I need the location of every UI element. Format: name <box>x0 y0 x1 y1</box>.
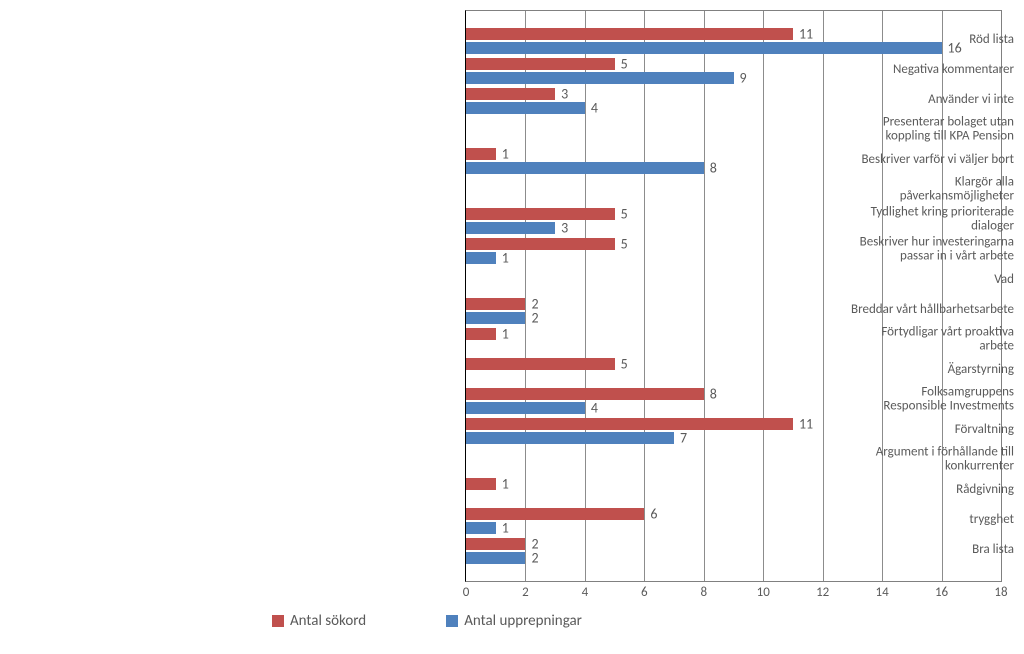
bar <box>466 298 525 310</box>
bar-value-label: 1 <box>502 476 509 493</box>
category-label: Använder vi inte <box>561 93 1014 107</box>
bar <box>466 522 496 534</box>
x-tick-label: 10 <box>757 585 770 600</box>
bar <box>466 328 496 340</box>
bar-value-label: 1 <box>502 326 509 343</box>
x-tick-label: 16 <box>935 585 948 600</box>
bar-value-label: 1 <box>502 520 509 537</box>
x-tick-label: 2 <box>522 585 529 600</box>
category-label: Folksamgruppens Responsible Investments <box>561 386 1014 415</box>
x-tick-label: 12 <box>816 585 829 600</box>
bar <box>466 552 525 564</box>
category-label: Tydlighet kring prioriterade dialoger <box>561 206 1014 235</box>
bar <box>466 252 496 264</box>
legend-label: Antal upprepningar <box>464 612 582 630</box>
bar-value-label: 2 <box>531 310 538 327</box>
x-tick-label: 0 <box>463 585 470 600</box>
category-label: Förtydligar vårt proaktiva arbete <box>561 326 1014 355</box>
legend-swatch <box>446 615 458 627</box>
bar <box>466 148 496 160</box>
bar-value-label: 1 <box>502 146 509 163</box>
category-label: Breddar vårt hållbarhetsarbete <box>561 303 1014 317</box>
category-label: Rådgivning <box>561 483 1014 497</box>
x-tick-label: 6 <box>641 585 648 600</box>
category-label: Argument i förhållande till konkurrenter <box>561 446 1014 475</box>
category-label: Beskriver hur investeringarna passar in … <box>561 236 1014 265</box>
bar <box>466 312 525 324</box>
legend-item: Antal upprepningar <box>446 612 582 630</box>
bar <box>466 538 525 550</box>
x-tick-label: 14 <box>876 585 889 600</box>
category-label: trygghet <box>561 513 1014 527</box>
category-label: Negativa kommentarer <box>561 63 1014 77</box>
chart-container: 0246810121416181116593418535122158411716… <box>0 0 1024 654</box>
category-label: Röd lista <box>561 33 1014 47</box>
legend-label: Antal sökord <box>290 612 366 630</box>
category-label: Vad <box>561 273 1014 287</box>
category-label: Beskriver varför vi väljer bort <box>561 153 1014 167</box>
bar <box>466 222 555 234</box>
bar <box>466 88 555 100</box>
bar-value-label: 1 <box>502 250 509 267</box>
legend-item: Antal sökord <box>272 612 366 630</box>
category-label: Presenterar bolaget utan koppling till K… <box>561 116 1014 145</box>
legend-swatch <box>272 615 284 627</box>
category-label: Klargör alla påverkansmöjligheter <box>561 176 1014 205</box>
category-label: Bra lista <box>561 543 1014 557</box>
category-label: Förvaltning <box>561 423 1014 437</box>
x-tick-label: 4 <box>582 585 589 600</box>
bar <box>466 478 496 490</box>
category-label: Ägarstyrning <box>561 363 1014 377</box>
legend: Antal sökord Antal upprepningar <box>272 612 582 630</box>
bar-value-label: 2 <box>531 550 538 567</box>
x-tick-label: 18 <box>994 585 1007 600</box>
x-tick-label: 8 <box>700 585 707 600</box>
